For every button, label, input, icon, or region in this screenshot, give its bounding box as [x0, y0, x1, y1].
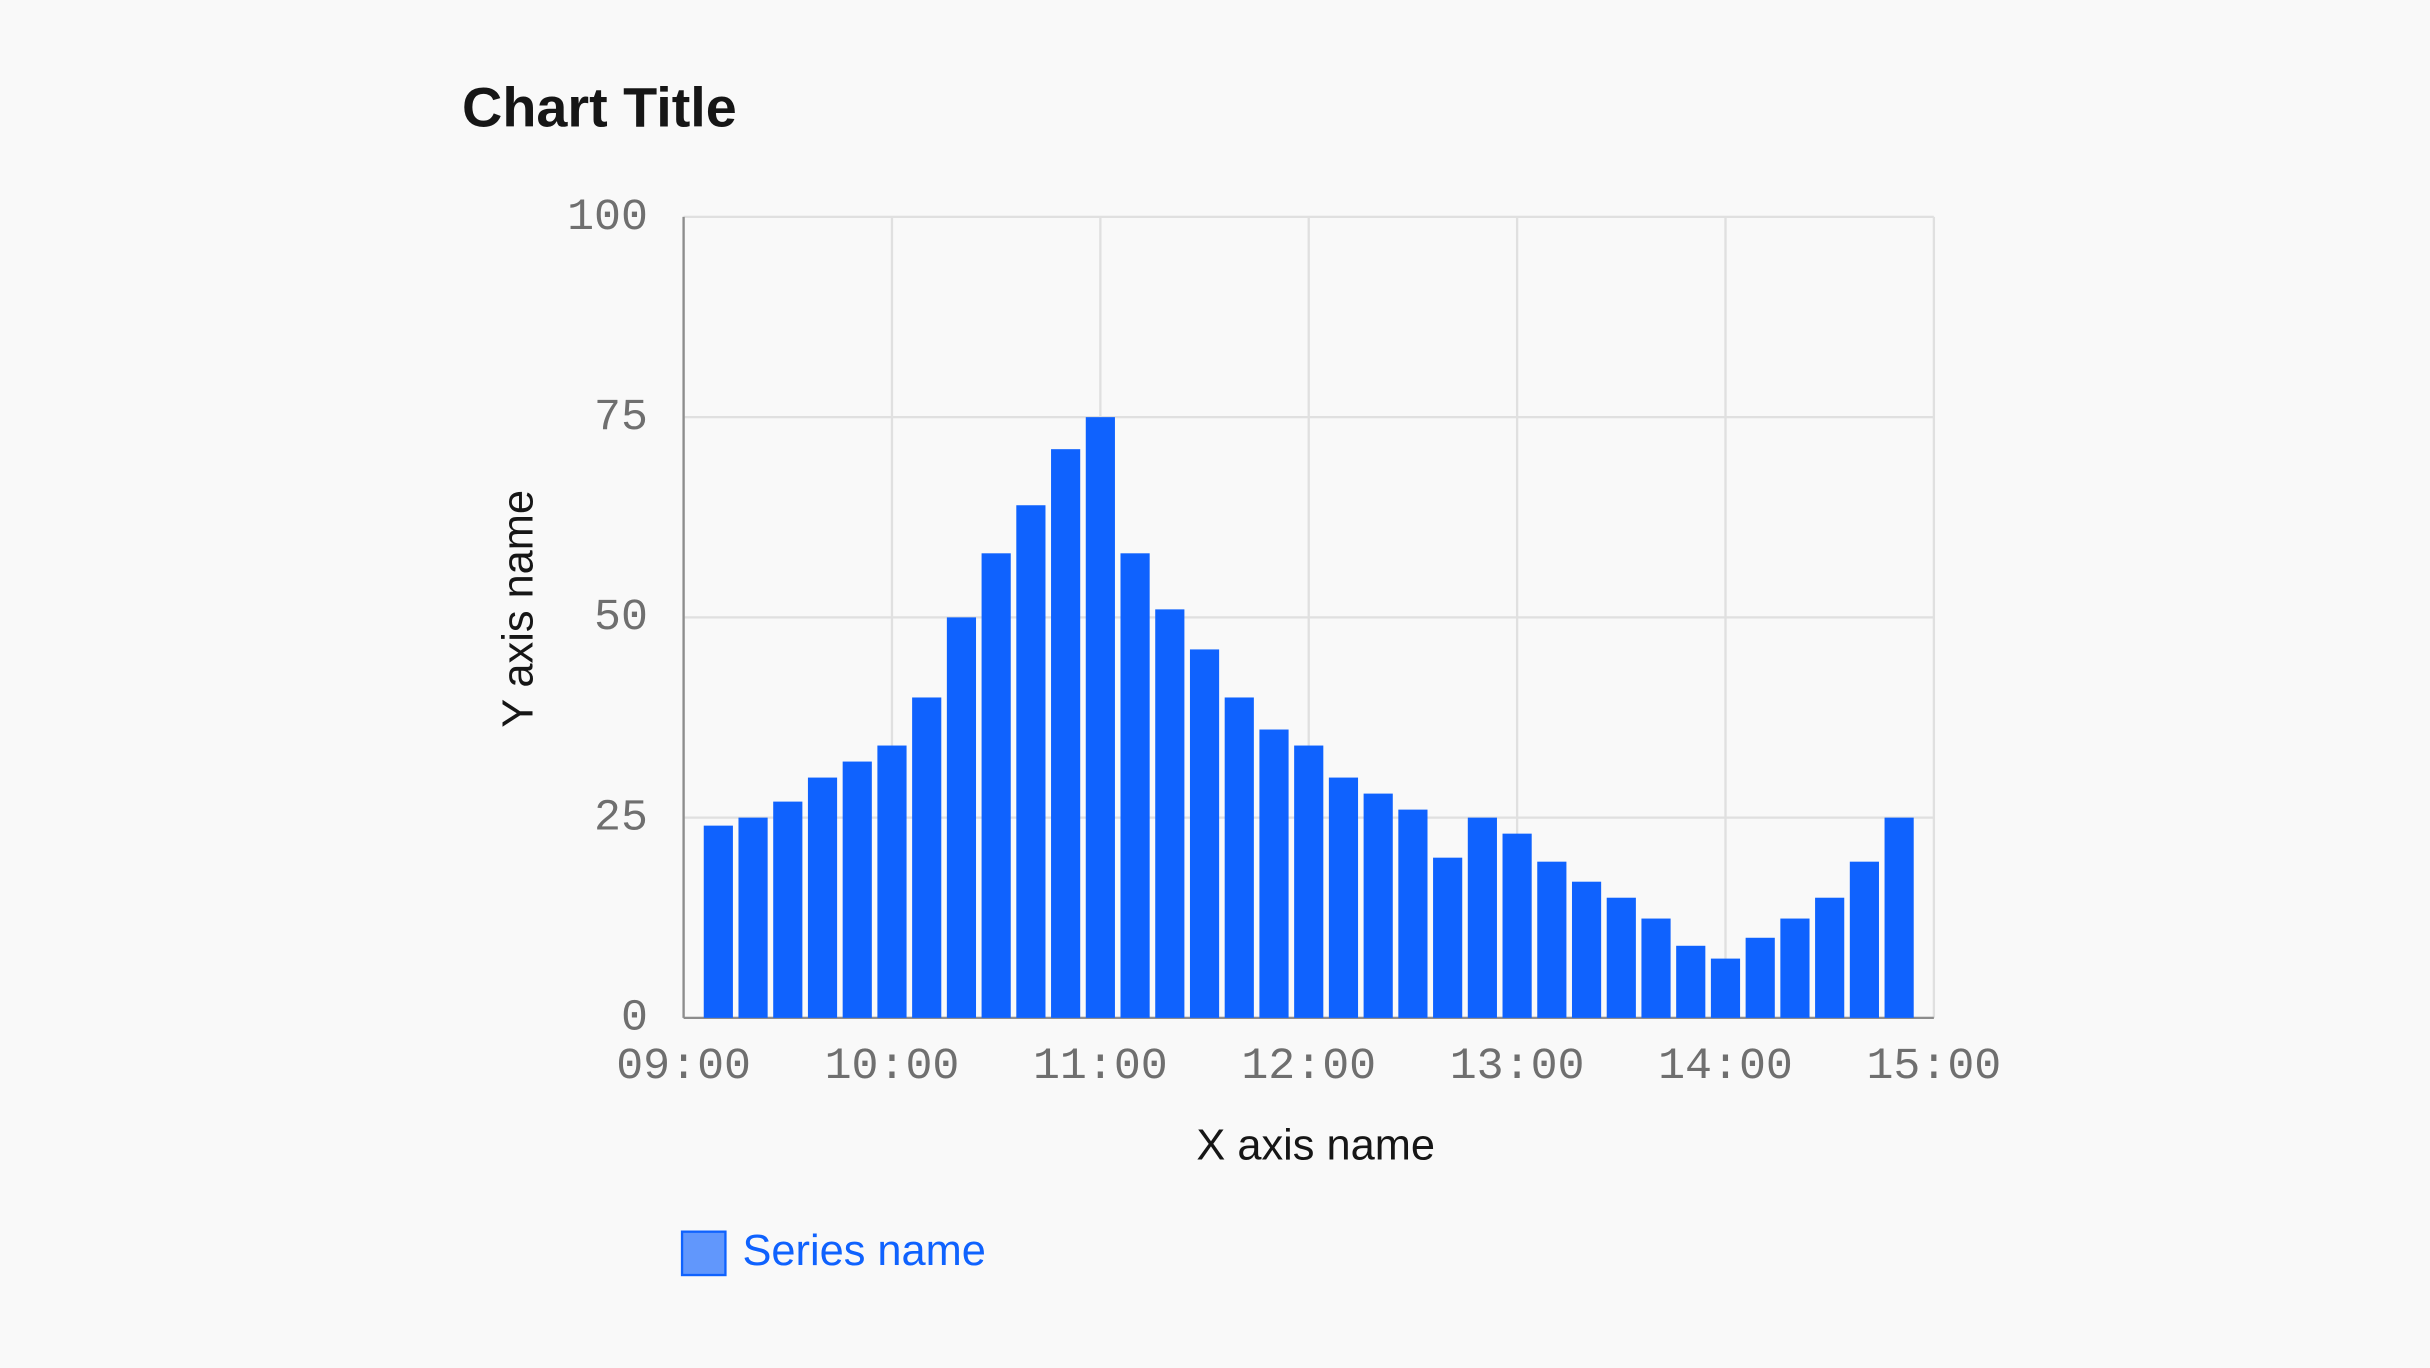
legend-label: Series name — [742, 1227, 985, 1275]
bar — [1745, 937, 1775, 1018]
y-tick-label: 100 — [567, 193, 648, 243]
bar — [1502, 833, 1532, 1018]
bar — [842, 761, 872, 1018]
bar — [877, 745, 907, 1018]
bar — [1571, 881, 1602, 1018]
x-tick-label: 09:00 — [616, 1042, 751, 1092]
y-tick-label: 75 — [594, 393, 648, 443]
y-axis-label: Y axis name — [494, 490, 542, 728]
x-tick-label: 10:00 — [825, 1042, 960, 1092]
bar — [912, 697, 942, 1018]
bar — [1016, 505, 1046, 1018]
x-tick-label: 11:00 — [1033, 1042, 1168, 1092]
bar — [946, 617, 977, 1018]
bar — [981, 553, 1011, 1018]
bar — [807, 777, 838, 1018]
bar — [1051, 449, 1081, 1018]
bar — [1849, 861, 1879, 1018]
bar — [1676, 945, 1706, 1018]
bar — [1537, 861, 1567, 1018]
bar — [1815, 897, 1845, 1018]
y-tick-label: 0 — [621, 994, 648, 1044]
bar — [1398, 809, 1428, 1018]
y-tick-label: 50 — [594, 593, 648, 643]
bar — [1155, 609, 1185, 1018]
bar — [1085, 417, 1115, 1018]
x-tick-label: 13:00 — [1450, 1042, 1585, 1092]
bar — [1328, 777, 1359, 1018]
x-tick-label: 12:00 — [1241, 1042, 1376, 1092]
bar — [738, 817, 768, 1018]
bar — [773, 801, 803, 1018]
bar — [1224, 697, 1254, 1018]
bar — [1294, 745, 1324, 1018]
bar — [1884, 817, 1914, 1018]
bar — [1641, 918, 1671, 1018]
legend-swatch — [680, 1230, 727, 1277]
bar — [1780, 918, 1810, 1018]
chart-title: Chart Title — [462, 76, 737, 138]
bar — [1189, 649, 1220, 1018]
bar — [703, 825, 733, 1018]
x-tick-label: 15:00 — [1866, 1042, 2001, 1092]
x-tick-label: 14:00 — [1658, 1042, 1793, 1092]
bar — [1606, 897, 1636, 1018]
y-tick-label: 25 — [594, 793, 648, 843]
bar — [1363, 793, 1393, 1018]
bar — [1433, 857, 1463, 1018]
bar — [1710, 958, 1741, 1018]
bar — [1259, 729, 1289, 1018]
bar — [1467, 817, 1497, 1018]
bar — [1120, 553, 1150, 1018]
x-axis-label: X axis name — [1196, 1121, 1435, 1169]
